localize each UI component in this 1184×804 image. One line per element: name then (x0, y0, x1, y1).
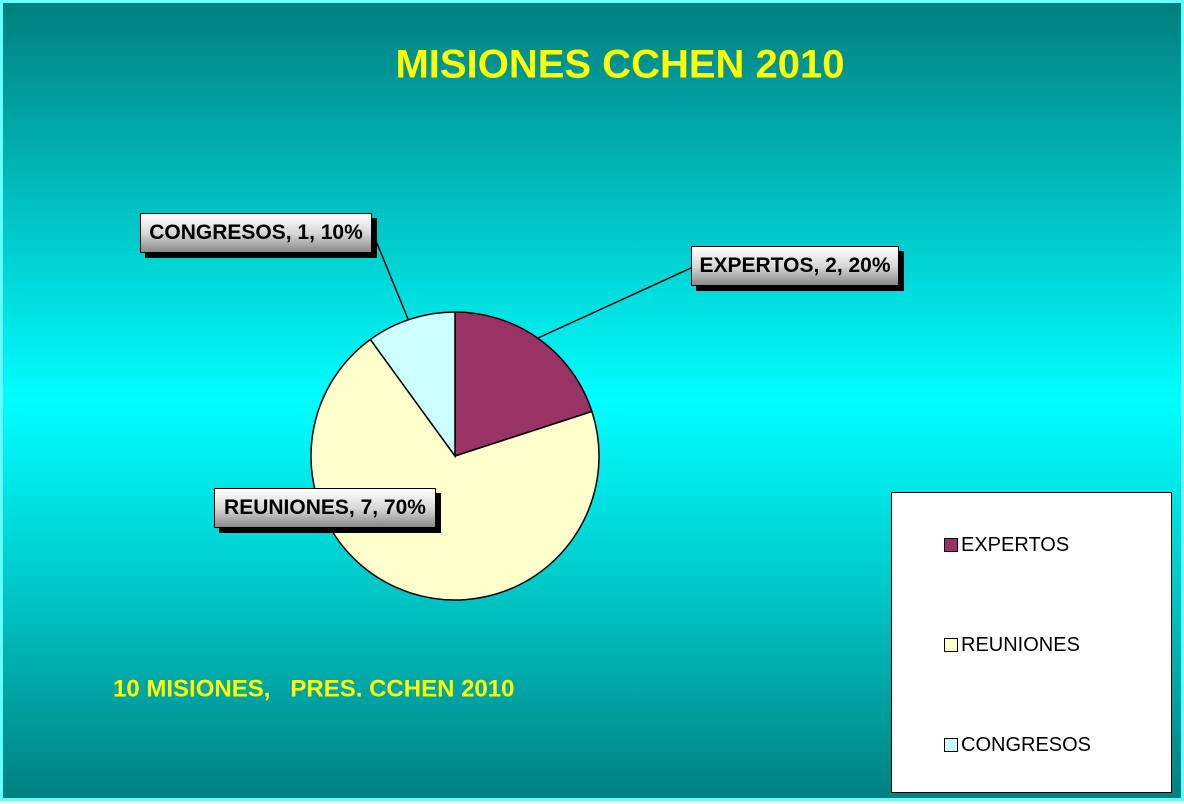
leader-line (371, 230, 409, 320)
chart-svg: MISIONES CCHEN 2010 10 MISIONES, PRES. C… (113, 43, 845, 703)
data-label: REUNIONES, 7, 70% (214, 488, 436, 528)
legend-item: EXPERTOS (944, 531, 1069, 559)
data-label: CONGRESOS, 1, 10% (140, 213, 372, 253)
legend: EXPERTOS REUNIONES CONGRESOS (891, 492, 1172, 793)
chart-subtitle: 10 MISIONES, PRES. CCHEN 2010 (113, 675, 514, 702)
pie-slice (369, 311, 456, 459)
legend-label: CONGRESOS (961, 733, 1092, 756)
chart-title: MISIONES CCHEN 2010 (395, 43, 844, 87)
legend-swatch (944, 738, 958, 752)
pie-slice (310, 338, 600, 601)
legend-label: EXPERTOS (961, 533, 1070, 556)
legend-item: REUNIONES (944, 631, 1080, 659)
legend-label: REUNIONES (961, 633, 1080, 656)
pie-slice (454, 311, 593, 458)
leader-line (537, 267, 692, 339)
data-label: EXPERTOS, 2, 20% (691, 246, 899, 286)
legend-swatch (944, 638, 958, 652)
legend-item: CONGRESOS (944, 731, 1091, 759)
legend-swatch (944, 538, 958, 552)
